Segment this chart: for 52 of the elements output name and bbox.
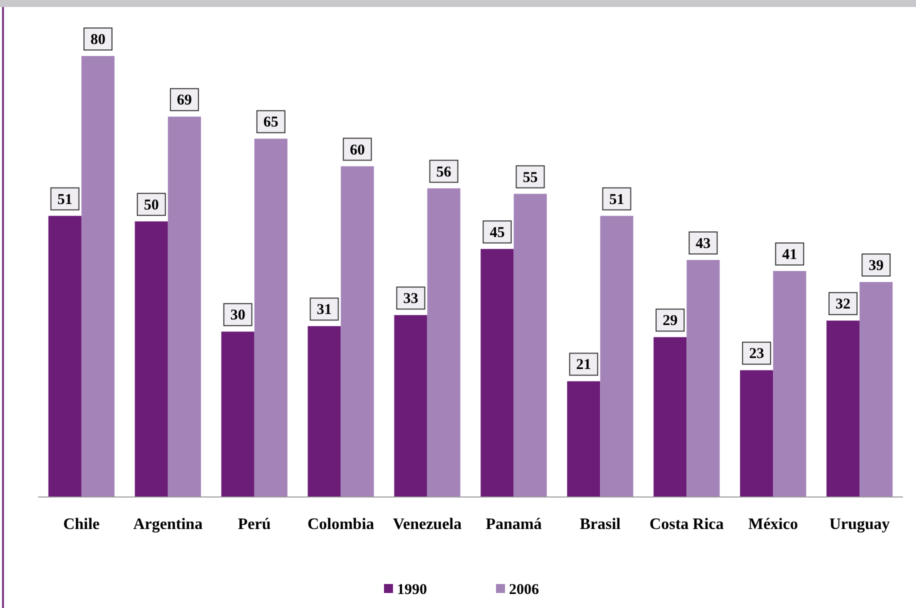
data-label: 43: [696, 236, 711, 252]
data-label: 65: [263, 114, 278, 131]
x-tick-label: Argentina: [133, 516, 203, 533]
data-label: 31: [316, 302, 332, 318]
bar: [168, 116, 201, 497]
data-label: 60: [350, 142, 365, 158]
bar: [427, 188, 460, 497]
data-label: 41: [782, 246, 798, 263]
data-label: 56: [436, 164, 452, 180]
bar: [308, 326, 341, 497]
data-label: 69: [176, 92, 192, 109]
data-label: 50: [144, 197, 159, 214]
bar: [340, 166, 374, 497]
bar: [394, 315, 428, 497]
x-tick-label: Brasil: [580, 516, 622, 533]
bar: [860, 282, 893, 497]
legend-label: 1990: [397, 582, 427, 598]
bar: [567, 381, 600, 497]
data-label: 33: [403, 291, 418, 308]
data-label: 39: [868, 258, 884, 274]
x-tick-label: Perú: [238, 516, 271, 533]
x-tick-label: Panamá: [486, 516, 542, 533]
bar: [773, 270, 806, 497]
legend-label: 2006: [509, 582, 540, 598]
data-label: 29: [662, 313, 678, 330]
data-label: 51: [609, 192, 624, 208]
bar: [81, 56, 115, 497]
data-label: 23: [749, 346, 764, 362]
bar: [686, 260, 720, 497]
bar: [514, 194, 547, 497]
x-tick-label: Chile: [63, 516, 100, 533]
bar: [221, 332, 254, 497]
bar: [740, 370, 774, 497]
bar: [254, 138, 288, 497]
x-tick-label: Colombia: [307, 516, 374, 533]
data-label: 30: [230, 308, 246, 324]
data-label: 21: [576, 357, 592, 374]
x-tick-label: Venezuela: [392, 516, 462, 533]
data-label: 80: [90, 32, 106, 48]
bar: [48, 216, 82, 497]
bar: [826, 320, 860, 497]
x-tick-label: México: [748, 516, 798, 533]
data-label: 32: [836, 296, 851, 313]
bar: [600, 216, 634, 497]
data-label: 51: [57, 192, 72, 208]
x-tick-label: Costa Rica: [650, 516, 724, 533]
data-label: 45: [490, 224, 505, 241]
bar: [654, 337, 687, 497]
bar: [134, 221, 168, 497]
data-label: 55: [522, 170, 538, 186]
x-tick-label: Uruguay: [829, 516, 890, 533]
bar: [480, 248, 514, 497]
